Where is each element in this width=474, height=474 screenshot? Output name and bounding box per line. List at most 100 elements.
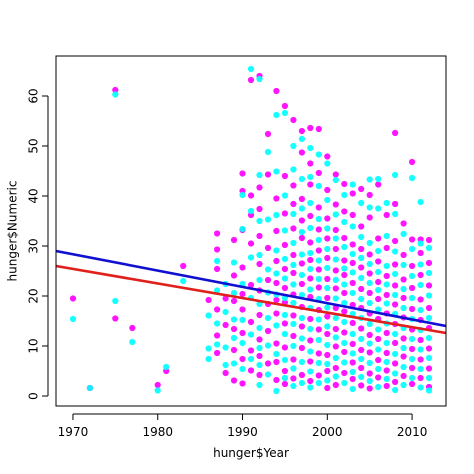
data-point [400,276,407,283]
data-point [307,224,314,232]
data-point [366,191,373,199]
data-point [409,364,416,372]
data-point [307,199,314,207]
data-point [247,331,255,338]
data-point [205,345,212,352]
data-point [341,369,348,377]
data-point [349,385,356,393]
data-point [324,196,331,204]
data-point [230,289,238,297]
data-point [349,350,356,357]
data-point [273,350,280,358]
data-point [273,358,280,366]
data-point [298,205,305,212]
data-point [298,195,305,203]
data-point [230,316,238,323]
data-point [383,199,390,207]
data-point [214,341,221,348]
data-point [214,265,221,273]
data-point [349,279,356,287]
data-point [366,299,373,307]
data-point [392,171,399,179]
data-point [375,278,382,286]
data-point [425,374,433,382]
data-point [256,232,263,240]
data-point [375,346,382,353]
data-point [315,182,322,190]
data-point [332,325,339,333]
data-point [366,239,373,247]
data-point [375,295,382,303]
data-point [349,340,356,348]
data-point [273,111,280,119]
data-point [383,232,390,240]
data-point [315,257,322,264]
data-point [349,319,356,327]
y-tick-label: 20 [27,288,41,303]
data-point [324,330,331,338]
data-point [400,261,407,269]
data-point [417,374,424,382]
data-point [332,176,339,184]
data-point [341,329,348,336]
data-point [214,230,221,237]
data-point [315,275,322,283]
data-point [298,379,305,387]
data-point [417,384,424,391]
data-point [230,360,238,367]
data-point [417,271,424,279]
data-point [400,285,407,293]
data-point [349,289,356,297]
data-point [366,270,373,277]
data-point [332,235,339,242]
data-point [341,289,348,297]
y-axis: 0 10 20 30 40 50 60 [27,88,49,400]
data-point [332,314,339,322]
data-point [230,346,238,354]
data-point [239,329,246,337]
data-point [264,342,272,349]
data-point [290,356,297,363]
y-tick-label: 10 [27,338,41,353]
data-point [290,182,297,189]
x-axis: 1970 1980 1990 2000 2010 [58,413,427,439]
data-point [341,299,348,307]
data-point [273,227,280,235]
data-point [392,350,399,358]
data-point [222,321,229,329]
data-point [112,315,119,322]
data-point [281,356,288,364]
data-point [392,261,399,268]
data-point [239,191,246,199]
data-point [281,192,288,199]
data-point [425,304,433,312]
data-point [349,190,356,197]
data-point [264,244,272,252]
data-point [332,364,339,372]
data-point [375,175,382,183]
data-point [383,291,390,299]
data-point [392,282,399,289]
data-point [290,342,297,350]
data-point [290,382,297,390]
data-point [307,173,314,181]
data-point [375,286,382,294]
data-point [256,336,263,343]
data-point [392,330,399,338]
y-tick-label: 40 [27,188,41,203]
data-point [425,269,433,277]
data-point [290,269,297,277]
data-point [247,281,255,289]
data-point [281,172,288,180]
data-point [392,200,399,208]
data-point [366,331,373,339]
data-point [281,265,288,273]
data-point [281,241,288,249]
data-point [214,349,221,357]
data-point [425,282,433,289]
data-point [324,284,331,292]
data-point [324,323,331,330]
data-point [400,381,407,389]
